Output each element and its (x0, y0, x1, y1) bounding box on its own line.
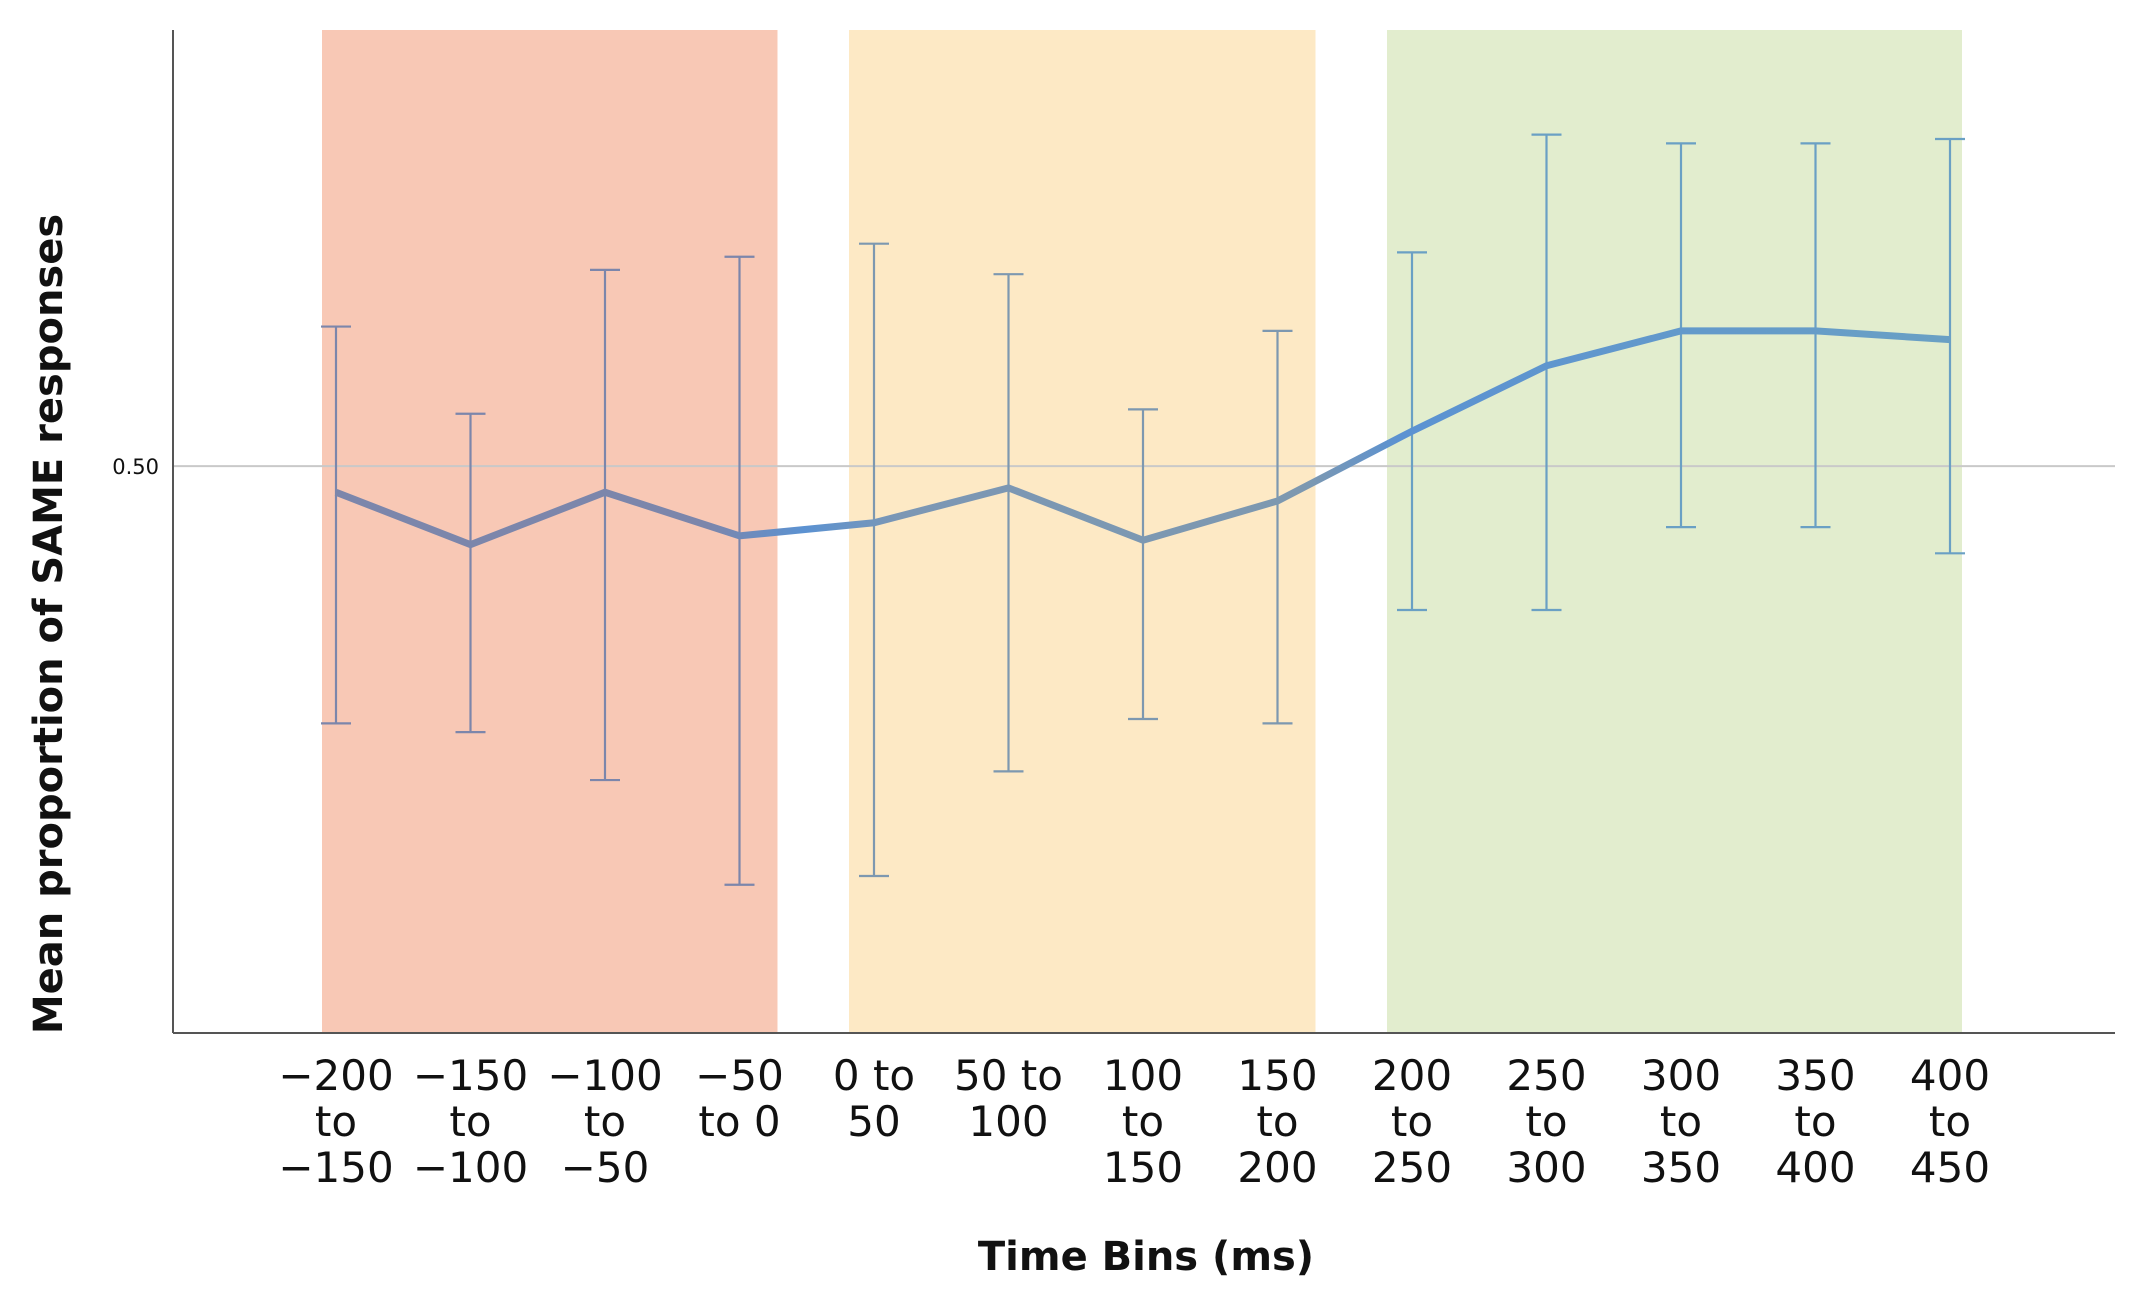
y-axis-title: Mean proportion of SAME responses (26, 214, 72, 1034)
x-axis-title: Time Bins (ms) (978, 1234, 1314, 1280)
x-tick-label: 350 to 400 (1775, 1051, 1855, 1192)
series-line-group (334, 327, 1951, 549)
error-bar (455, 412, 486, 734)
error-bar (1531, 133, 1562, 612)
error-bar (1800, 142, 1831, 529)
x-tick-label: −200 to −150 (278, 1051, 393, 1192)
x-tick-label: −50 to 0 (695, 1051, 784, 1146)
x-tick-label: 200 to 250 (1372, 1051, 1452, 1192)
y-tick-label: 0.50 (112, 455, 159, 479)
error-bars (321, 133, 1965, 886)
x-tick-label: 150 to 200 (1237, 1051, 1317, 1192)
x-tick-label: −150 to −100 (413, 1051, 528, 1192)
error-bar (993, 273, 1024, 773)
axes (172, 30, 2115, 1034)
region-bands (322, 30, 1962, 1033)
x-tick-labels: −200 to −150−150 to −100−100 to −50 −50 to 0 0 to… (278, 1051, 1990, 1192)
series-line (334, 327, 1951, 549)
region-band-2 (849, 30, 1316, 1033)
error-bar (590, 268, 620, 782)
x-tick-label: 300 to 350 (1641, 1051, 1721, 1192)
error-bar (1262, 329, 1293, 725)
error-bar (321, 325, 351, 725)
x-tick-label: 400 to 450 (1910, 1051, 1990, 1192)
x-tick-label: 0 to 50 (833, 1051, 915, 1146)
error-bar (859, 242, 889, 878)
region-band-1 (322, 30, 778, 1033)
x-tick-label: 50 to 100 (954, 1051, 1063, 1146)
error-bar (1666, 142, 1696, 529)
y-tick-labels: 0.50 (112, 455, 159, 479)
region-band-3 (1387, 30, 1962, 1033)
error-bar (1128, 408, 1158, 721)
error-bar (724, 255, 755, 886)
x-tick-label: 100 to 150 (1103, 1051, 1183, 1192)
x-tick-label: −100 to −50 (547, 1051, 662, 1192)
x-tick-label: 250 to 300 (1506, 1051, 1586, 1192)
error-bar (1935, 137, 1965, 555)
